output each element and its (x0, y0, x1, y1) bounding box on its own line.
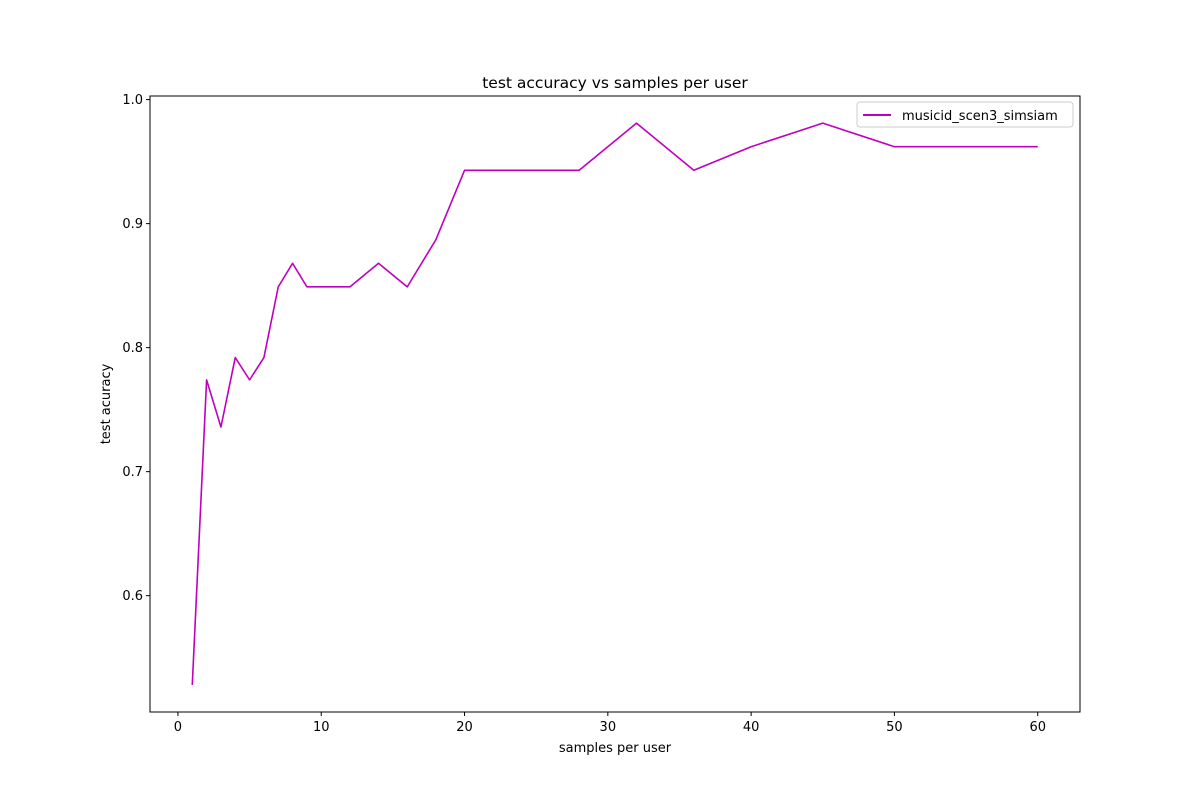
legend-box (856, 101, 1074, 128)
x-axis-label: samples per user (559, 741, 672, 756)
x-tick-label: 60 (1029, 720, 1046, 735)
x-tick-label: 0 (174, 720, 182, 735)
x-axis: 0 10 20 30 40 50 60 (174, 712, 1046, 735)
y-tick-label: 0.7 (122, 465, 143, 480)
legend: musicid_scen3_simsiam (856, 101, 1074, 128)
x-tick-label: 40 (743, 720, 760, 735)
x-tick-label: 10 (313, 720, 330, 735)
chart-title: test accuracy vs samples per user (482, 74, 748, 92)
x-tick-label: 30 (600, 720, 617, 735)
x-tick-label: 20 (456, 720, 473, 735)
y-tick-label: 0.8 (122, 341, 143, 356)
plot-area (191, 122, 1038, 685)
y-axis: 0.6 0.7 0.8 0.9 1.0 (122, 93, 150, 604)
y-tick-label: 1.0 (122, 93, 143, 108)
y-tick-label: 0.9 (122, 217, 143, 232)
series-line (191, 122, 1038, 685)
y-tick-label: 0.6 (122, 589, 143, 604)
x-tick-label: 50 (886, 720, 903, 735)
y-axis-label: test acuracy (99, 363, 114, 444)
axes-frame (149, 95, 1081, 713)
legend-label: musicid_scen3_simsiam (902, 109, 1058, 124)
